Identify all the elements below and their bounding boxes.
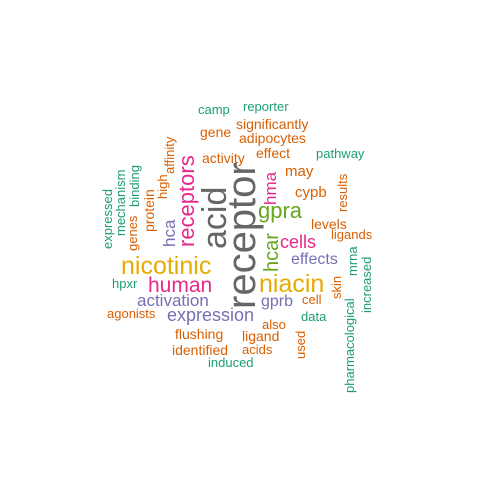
word-effects: effects — [291, 251, 338, 268]
word-hcar: hcar — [261, 233, 283, 272]
word-expressed: expressed — [100, 189, 115, 249]
word-increased: increased — [359, 256, 374, 313]
word-cell: cell — [302, 292, 322, 307]
word-protein: protein — [141, 189, 157, 232]
word-camp: camp — [198, 102, 230, 117]
word-activity: activity — [202, 150, 245, 166]
word-binding: binding — [127, 165, 142, 207]
word-activation: activation — [137, 291, 209, 310]
word-levels: levels — [311, 216, 347, 232]
word-receptors: receptors — [174, 155, 199, 247]
word-pharmacological: pharmacological — [342, 298, 357, 393]
word-acid: acid — [196, 186, 234, 249]
word-induced: induced — [208, 355, 254, 370]
word-flushing: flushing — [175, 326, 224, 342]
word-acids: acids — [242, 342, 273, 357]
word-significantly: significantly — [236, 116, 309, 132]
word-ligand: ligand — [242, 328, 280, 344]
word-cypb: cypb — [295, 184, 327, 201]
word-niacin: niacin — [259, 270, 325, 298]
word-adipocytes: adipocytes — [239, 130, 306, 146]
word-skin: skin — [329, 275, 344, 299]
word-mrna: mrna — [345, 246, 360, 276]
word-gprb: gprb — [261, 293, 294, 310]
word-cells: cells — [280, 232, 317, 252]
word-gpra: gpra — [258, 198, 303, 223]
word-data: data — [301, 309, 327, 324]
word-ligands: ligands — [331, 227, 373, 242]
word-agonists: agonists — [107, 306, 156, 321]
word-high: high — [155, 174, 170, 199]
word-also: also — [262, 317, 286, 332]
word-expression: expression — [167, 305, 255, 325]
word-effect: effect — [256, 145, 290, 161]
word-mechanism: mechanism — [113, 169, 128, 236]
word-identified: identified — [172, 342, 229, 358]
word-hca: hca — [160, 219, 179, 247]
word-human: human — [148, 274, 213, 297]
word-hpxr: hpxr — [112, 276, 138, 291]
word-nicotinic: nicotinic — [121, 252, 212, 280]
word-affinity: affinity — [162, 136, 177, 174]
word-may: may — [285, 163, 314, 180]
word-used: used — [293, 330, 308, 359]
word-gene: gene — [200, 124, 232, 140]
word-results: results — [335, 173, 350, 212]
word-pathway: pathway — [316, 146, 365, 161]
word-reporter: reporter — [243, 99, 289, 114]
